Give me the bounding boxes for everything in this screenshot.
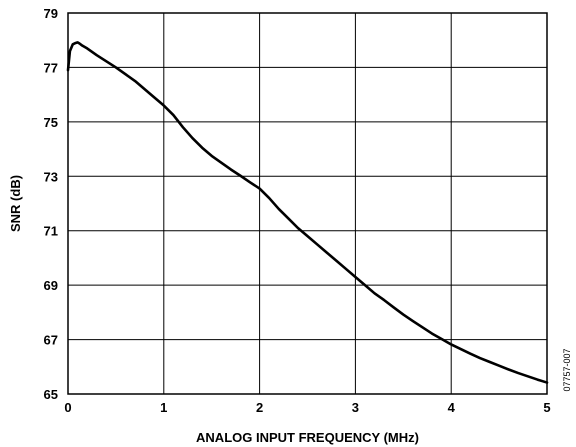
x-tick-label-3: 3 [352, 400, 359, 415]
y-tick-label-69: 69 [44, 278, 58, 293]
y-tick-label-73: 73 [44, 169, 58, 184]
x-tick-label-5: 5 [543, 400, 550, 415]
y-tick-label-71: 71 [44, 224, 58, 239]
x-tick-label-4: 4 [448, 400, 456, 415]
y-axis-title: SNR (dB) [8, 175, 23, 232]
y-tick-labels: 65 67 69 71 73 75 77 79 [44, 6, 58, 402]
y-tick-label-79: 79 [44, 6, 58, 21]
x-tick-labels: 0 1 2 3 4 5 [64, 400, 550, 415]
y-tick-label-75: 75 [44, 115, 58, 130]
x-tick-label-2: 2 [256, 400, 263, 415]
x-tick-label-0: 0 [64, 400, 71, 415]
x-tick-label-1: 1 [160, 400, 167, 415]
y-tick-label-65: 65 [44, 387, 58, 402]
x-axis-title: ANALOG INPUT FREQUENCY (MHz) [196, 430, 419, 445]
grid-lines [68, 13, 547, 394]
snr-series-line [66, 41, 549, 384]
y-tick-label-67: 67 [44, 333, 58, 348]
y-tick-label-77: 77 [44, 60, 58, 75]
data-points [68, 42, 547, 382]
figure-id-label: 07757-007 [562, 348, 572, 391]
plot-frame [67, 12, 548, 395]
